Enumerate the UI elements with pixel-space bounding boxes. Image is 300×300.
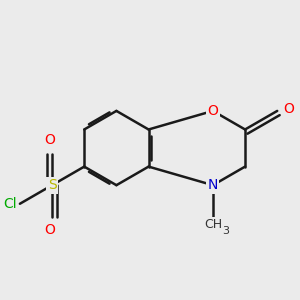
Text: O: O: [284, 102, 294, 116]
Text: S: S: [48, 178, 56, 192]
Text: 3: 3: [222, 226, 229, 236]
Text: Cl: Cl: [3, 197, 17, 211]
Text: CH: CH: [204, 218, 222, 231]
Text: O: O: [45, 133, 56, 147]
Text: N: N: [208, 178, 218, 192]
Text: O: O: [45, 224, 56, 237]
Text: O: O: [208, 104, 218, 118]
